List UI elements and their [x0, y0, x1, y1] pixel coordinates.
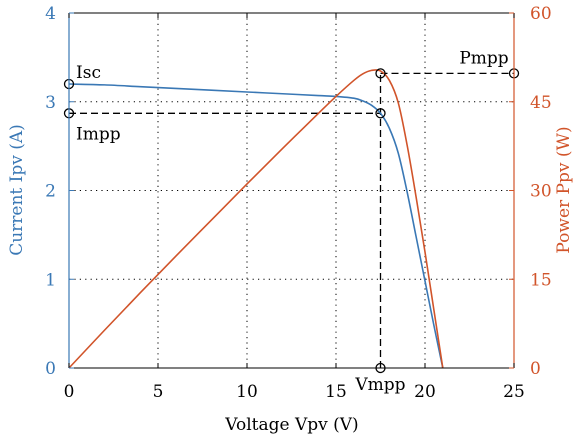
- annotation-isc: Isc: [76, 63, 101, 83]
- marker-mpp-power: [375, 68, 386, 79]
- power-curve: [68, 69, 444, 369]
- x-axis-title: Voltage Vpv (V): [224, 415, 358, 435]
- x-tick-label: 10: [236, 382, 258, 402]
- annotation-vmpp: Vmpp: [354, 375, 405, 395]
- y-left-tick-label: 0: [45, 359, 56, 379]
- annotation-labels: Isc Impp Vmpp Pmpp: [76, 48, 509, 395]
- annotation-impp: Impp: [76, 124, 121, 144]
- annotation-markers: [63, 68, 520, 374]
- y-left-tick-label: 2: [45, 182, 56, 202]
- right-axis-title: Power Ppv (W): [554, 126, 574, 253]
- y-left-tick-label: 3: [45, 93, 56, 113]
- series-group: [68, 69, 444, 369]
- x-tick-label: 15: [325, 382, 347, 402]
- current-curve: [68, 83, 444, 369]
- x-tick-label: 0: [64, 382, 75, 402]
- axes: [68, 12, 515, 369]
- x-tick-label: 20: [414, 382, 436, 402]
- left-axis-title: Current Ipv (A): [7, 124, 27, 256]
- marker-mpp-current: [375, 108, 386, 119]
- x-tick-label: 25: [503, 382, 525, 402]
- y-right-tick-label: 0: [530, 359, 541, 379]
- annotation-pmpp: Pmpp: [459, 48, 508, 68]
- y-right-tick-label: 45: [530, 93, 552, 113]
- y-right-tick-label: 60: [530, 4, 552, 24]
- y-left-tick-label: 1: [45, 270, 56, 290]
- x-tick-label: 5: [153, 382, 164, 402]
- mpp-guide-lines: [69, 72, 514, 368]
- grid: [69, 13, 514, 368]
- y-right-tick-label: 15: [530, 270, 552, 290]
- y-left-tick-label: 4: [45, 4, 56, 24]
- y-right-tick-label: 30: [530, 182, 552, 202]
